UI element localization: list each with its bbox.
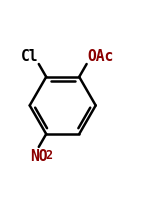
Text: Cl: Cl <box>20 49 38 64</box>
Text: 2: 2 <box>46 148 53 161</box>
Text: OAc: OAc <box>87 49 114 64</box>
Text: NO: NO <box>30 148 48 163</box>
